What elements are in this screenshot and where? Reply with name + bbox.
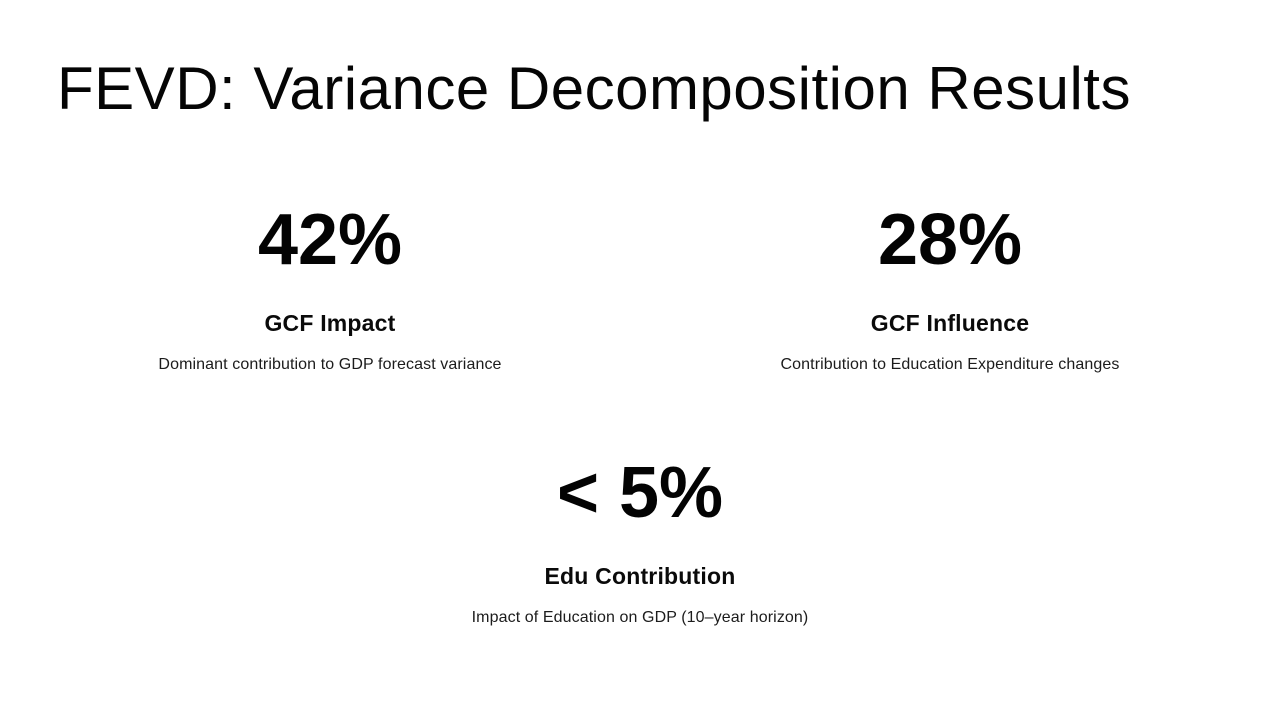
stat-block-gcf-influence: 28% GCF Influence Contribution to Educat… xyxy=(650,204,1250,373)
stat-description-gcf-influence: Contribution to Education Expenditure ch… xyxy=(780,356,1120,373)
slide-title: FEVD: Variance Decomposition Results xyxy=(57,55,1131,122)
stat-value-gcf-impact: 42% xyxy=(257,200,403,280)
stat-description-edu-contribution: Impact of Education on GDP (10–year hori… xyxy=(471,609,809,626)
stat-label-gcf-impact: GCF Impact xyxy=(264,310,396,336)
stat-value-gcf-influence: 28% xyxy=(877,200,1023,280)
stat-description-gcf-impact: Dominant contribution to GDP forecast va… xyxy=(158,356,502,373)
stat-label-edu-contribution: Edu Contribution xyxy=(544,563,736,589)
stat-value-edu-contribution: < 5% xyxy=(556,453,724,533)
stat-block-edu-contribution: < 5% Edu Contribution Impact of Educatio… xyxy=(340,457,940,626)
stat-block-gcf-impact: 42% GCF Impact Dominant contribution to … xyxy=(30,204,630,373)
stat-label-gcf-influence: GCF Influence xyxy=(870,310,1030,336)
